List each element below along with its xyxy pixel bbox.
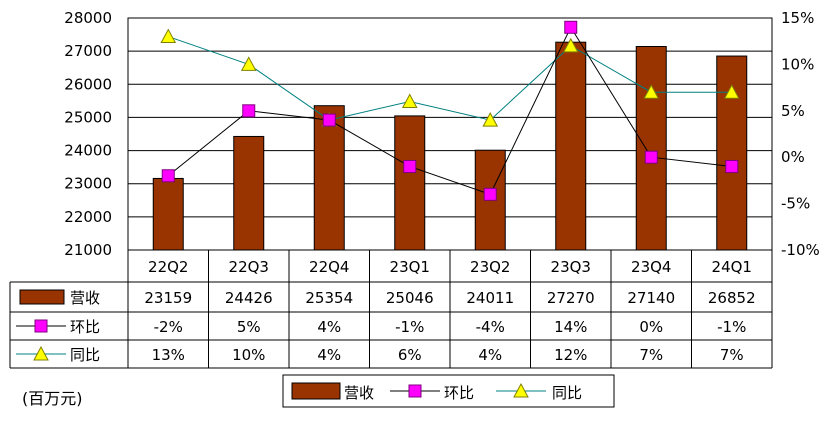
- mom-marker: [242, 104, 256, 118]
- table-cell: 24011: [466, 289, 514, 307]
- data-table: 22Q2 22Q3 22Q4 23Q1 23Q2 23Q3 23Q4 24Q1 营收 23159 2…: [9, 250, 773, 369]
- right-axis-tick: 5%: [781, 102, 805, 120]
- yoy-key-marker: [33, 345, 49, 361]
- yoy-marker: [643, 84, 660, 99]
- mom-marker: [161, 169, 175, 183]
- table-cell: 0%: [639, 318, 663, 336]
- category-label: 22Q3: [229, 258, 269, 276]
- mom-marker: [725, 159, 739, 173]
- category-label: 24Q1: [712, 258, 752, 276]
- left-axis-tick: 27000: [64, 42, 112, 60]
- revenue-key: [19, 289, 65, 305]
- category-label: 23Q4: [631, 258, 671, 276]
- yoy-marker: [160, 28, 177, 44]
- legend-yoy-marker: [513, 382, 529, 398]
- right-axis-tick: -5%: [781, 195, 810, 213]
- table-cell: 7%: [720, 346, 744, 364]
- table-cell: 5%: [237, 318, 261, 336]
- row-header: 营收: [70, 289, 100, 307]
- left-axis-tick: 23000: [64, 175, 112, 193]
- row-header: 环比: [70, 318, 100, 336]
- right-axis-tick: 0%: [781, 148, 805, 166]
- table-cell: 13%: [152, 346, 185, 364]
- right-axis-tick: 15%: [781, 9, 814, 27]
- left-axis-tick: 25000: [64, 108, 112, 126]
- category-label: 23Q3: [551, 258, 591, 276]
- revenue-bar: [635, 46, 667, 251]
- table-cell: -4%: [476, 318, 505, 336]
- table-cell: 25046: [386, 289, 434, 307]
- right-axis-tick: 10%: [781, 55, 814, 73]
- legend-yoy-label: 同比: [552, 384, 582, 402]
- left-axis-tick: 21000: [64, 241, 112, 259]
- yoy-line: [168, 36, 732, 121]
- plot-area-border: [127, 17, 773, 251]
- category-label: 22Q2: [148, 258, 188, 276]
- row-header: 同比: [70, 346, 100, 364]
- table-cell: 14%: [554, 318, 587, 336]
- gridlines: [128, 50, 772, 218]
- table-cell: 27140: [627, 289, 675, 307]
- mom-marker: [483, 187, 497, 201]
- axis-ticks: 21000 22000 23000 24000 25000 26000 27000 28000…: [64, 9, 819, 259]
- revenue-bars: [152, 41, 748, 251]
- legend-mom-marker: [408, 384, 422, 398]
- right-axis-tick: -10%: [781, 241, 820, 259]
- table-cell: 24426: [225, 289, 273, 307]
- legend-mom-label: 环比: [444, 384, 474, 402]
- table-cell: 4%: [317, 318, 341, 336]
- yoy-marker: [562, 37, 579, 53]
- table-cell: 6%: [398, 346, 422, 364]
- revenue-bar: [233, 135, 265, 251]
- mom-key-marker: [34, 319, 48, 333]
- legend-revenue-key: [291, 382, 341, 400]
- table-cell: 23159: [144, 289, 192, 307]
- table-cell: 4%: [478, 346, 502, 364]
- table-cell: 7%: [639, 346, 663, 364]
- category-label: 23Q2: [470, 258, 510, 276]
- growth-lines: [160, 20, 740, 201]
- mom-marker: [322, 113, 336, 127]
- table-cell: 10%: [232, 346, 265, 364]
- legend: 营收 环比 同比: [282, 374, 615, 408]
- legend-revenue-label: 营收: [344, 384, 374, 402]
- table-cell: 27270: [547, 289, 595, 307]
- mom-line: [167, 26, 732, 195]
- table-cell: -1%: [395, 318, 424, 336]
- table-cell: -1%: [717, 318, 746, 336]
- category-label: 23Q1: [390, 258, 430, 276]
- yoy-marker: [240, 56, 257, 71]
- yoy-marker: [723, 84, 740, 99]
- unit-label: (百万元): [22, 389, 83, 408]
- table-cell: -2%: [154, 318, 183, 336]
- left-axis-tick: 26000: [64, 75, 112, 93]
- left-axis-tick: 28000: [64, 9, 112, 27]
- mom-marker: [564, 20, 578, 34]
- table-cell: 12%: [554, 346, 587, 364]
- category-label: 22Q4: [309, 258, 349, 276]
- revenue-bar: [394, 115, 426, 251]
- yoy-marker: [482, 112, 499, 127]
- left-axis-tick: 24000: [64, 142, 112, 160]
- mom-marker: [403, 159, 417, 173]
- plot-frame: [127, 17, 773, 251]
- revenue-bar: [152, 177, 184, 251]
- table-cell: 26852: [708, 289, 756, 307]
- mom-marker: [644, 150, 658, 164]
- table-cell: 25354: [305, 289, 353, 307]
- yoy-marker: [401, 93, 418, 109]
- revenue-bar: [313, 105, 345, 251]
- left-axis-tick: 22000: [64, 208, 112, 226]
- table-cell: 4%: [317, 346, 341, 364]
- revenue-bar: [555, 41, 587, 251]
